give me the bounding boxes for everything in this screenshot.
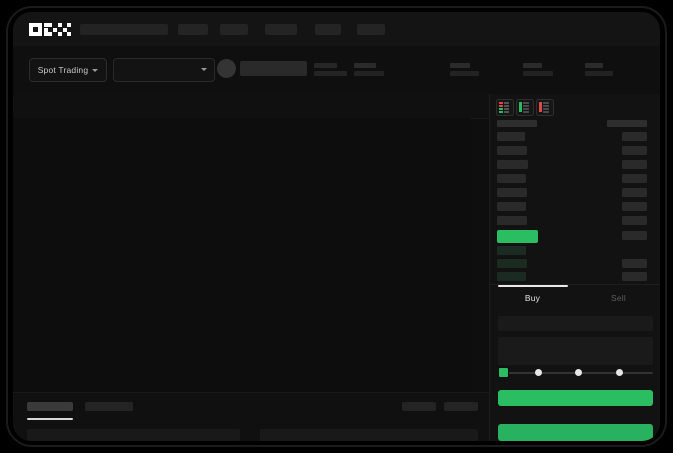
logo-glyph-k [43, 23, 57, 36]
last-price-value [240, 61, 307, 76]
market-stat-4-value [585, 71, 613, 76]
amount-slider-stop-50[interactable] [575, 369, 582, 376]
coin-avatar [217, 59, 236, 78]
market-subheader: Spot Trading [13, 46, 660, 95]
orderbook-header-amount [607, 120, 647, 127]
market-stat-3-label [523, 63, 542, 68]
orderbook-bid-row[interactable] [497, 246, 526, 255]
bottom-tab-right-2[interactable] [444, 402, 478, 411]
market-stat-2-label [450, 63, 470, 68]
app-screen: Spot Trading [13, 12, 660, 441]
nav-item-5[interactable] [357, 24, 385, 35]
orderbook-ask-row[interactable] [497, 132, 525, 141]
nav-item-3[interactable] [265, 24, 297, 35]
candlestick-chart[interactable] [13, 118, 471, 330]
market-stat-2-value [450, 71, 479, 76]
price-change-label [314, 63, 337, 68]
volume-histogram [13, 330, 471, 392]
bottom-tab-open-orders[interactable] [27, 402, 73, 411]
orderbook-and-order-form: Buy Sell [489, 94, 660, 441]
market-type-selector[interactable]: Spot Trading [29, 58, 107, 82]
orderbook-ask-row[interactable] [497, 160, 528, 169]
logo-glyph-o [29, 23, 42, 36]
bottom-tab-right-1[interactable] [402, 402, 436, 411]
nav-item-1[interactable] [178, 24, 208, 35]
orderbook-mid-price [497, 230, 538, 243]
trading-pair-selector[interactable] [113, 58, 215, 82]
chevron-down-icon [92, 68, 99, 72]
orderbook-ask-row[interactable] [497, 202, 526, 211]
orderbook-mid-qty [622, 231, 647, 240]
orders-panel [13, 392, 489, 441]
logo-glyph-x [58, 23, 72, 36]
amount-slider-handle[interactable] [498, 367, 509, 378]
bottom-tab-order-history[interactable] [85, 402, 133, 411]
amount-slider-stop-75[interactable] [616, 369, 623, 376]
market-stat-4-label [585, 63, 603, 68]
nav-item-2[interactable] [220, 24, 248, 35]
orderbook-ask-qty [622, 174, 647, 183]
okx-logo[interactable] [29, 23, 72, 36]
bottom-tab-active-underline [27, 418, 73, 420]
top-navigation-bar [13, 12, 660, 46]
market-stat-3-value [523, 71, 553, 76]
primary-buy-button[interactable] [498, 424, 653, 441]
market-stat-1-value [354, 71, 384, 76]
amount-field[interactable] [498, 352, 653, 365]
buy-tab-active-underline [498, 285, 568, 287]
tab-buy[interactable]: Buy [524, 293, 541, 303]
orderbook-ask-qty [622, 146, 647, 155]
price-change-value [314, 71, 347, 76]
orderbook-ask-qty [622, 216, 647, 225]
orderbook-bid-qty [622, 272, 647, 281]
price-field[interactable] [498, 337, 653, 352]
orderbook-both-icon[interactable] [496, 99, 514, 116]
orders-row-placeholder-2 [260, 429, 478, 441]
nav-item-4[interactable] [315, 24, 341, 35]
orderbook-bids-icon[interactable] [516, 99, 534, 116]
market-depth-overlay [437, 118, 489, 330]
orderbook-ask-qty [622, 132, 647, 141]
orderbook-bid-row[interactable] [497, 272, 526, 281]
orderbook-bid-qty [622, 259, 647, 268]
orderbook-ask-row[interactable] [497, 188, 527, 197]
orderbook-ask-row[interactable] [497, 174, 526, 183]
market-type-label: Spot Trading [37, 65, 89, 75]
submit-order-button[interactable] [498, 390, 653, 406]
tab-sell[interactable]: Sell [611, 293, 626, 303]
orderbook-header-price [497, 120, 537, 127]
order-type-field[interactable] [498, 316, 653, 331]
order-side-tabs: Buy Sell [490, 284, 660, 311]
orderbook-ask-qty [622, 160, 647, 169]
amount-slider-stop-25[interactable] [535, 369, 542, 376]
orderbook-ask-row[interactable] [497, 146, 527, 155]
global-search-input[interactable] [80, 24, 168, 35]
orders-row-placeholder-1 [27, 429, 240, 441]
orderbook-ask-row[interactable] [497, 216, 527, 225]
orderbook-ask-qty [622, 188, 647, 197]
orderbook-ask-qty [622, 202, 647, 211]
market-stat-1-label [354, 63, 376, 68]
orderbook-bid-row[interactable] [497, 259, 527, 268]
chevron-down-icon [201, 68, 207, 71]
orderbook-asks-icon[interactable] [536, 99, 554, 116]
